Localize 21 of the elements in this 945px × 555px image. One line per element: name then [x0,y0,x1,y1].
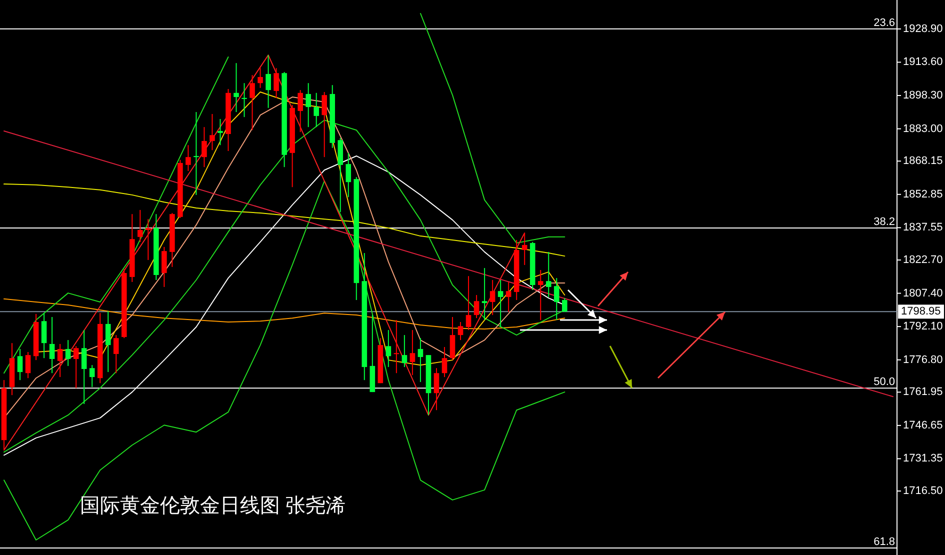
y-tick-label: 1852.85 [903,188,943,200]
y-tick-label: 1746.65 [903,419,943,432]
y-tick-label: 1807.40 [903,287,943,300]
ref-line-label: 1798.95 [901,306,941,318]
y-tick-label: 1898.30 [903,90,943,102]
y-tick-label: 1883.00 [903,122,943,135]
y-tick-label: 1792.10 [903,320,943,333]
y-tick-label: 1868.15 [903,155,943,168]
annotation: 61.8 [874,536,895,548]
annotation: 38.2 [874,216,895,228]
text: 国际黄金伦敦金日线图 张尧浠 [80,495,346,517]
y-tick-label: 1761.95 [903,386,943,398]
y-tick-label: 1913.60 [903,56,943,68]
y-tick-label: 1776.80 [903,354,943,366]
annotation: 23.6 [874,16,895,29]
y-tick-label: 1731.35 [903,452,943,465]
y-tick-label: 1716.50 [903,485,943,498]
y-tick-label: 1928.90 [903,22,943,35]
y-tick-label: 1837.55 [903,222,943,234]
y-tick-label: 1822.70 [903,254,943,266]
annotation: 50.0 [874,376,895,388]
